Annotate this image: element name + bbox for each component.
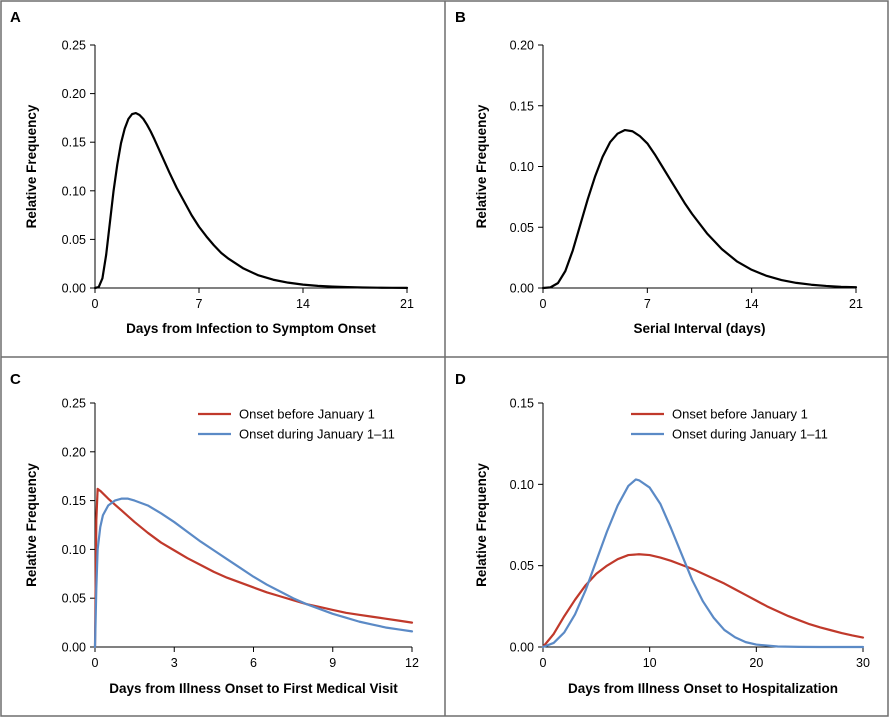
panels: A 0.00 0.05 0.10 0.15 0.20 0.25 0 7 14 21 Days from… xyxy=(10,9,870,696)
series-line-2 xyxy=(541,478,865,649)
panel-letter: B xyxy=(455,9,466,26)
y-tick-label: 0.20 xyxy=(510,39,534,53)
panel-letter: A xyxy=(10,9,21,26)
series-line-1 xyxy=(93,487,414,649)
y-tick-label: 0.10 xyxy=(510,478,534,492)
legend-label: Onset during January 1–11 xyxy=(239,427,395,442)
y-axis-title: Relative Frequency xyxy=(24,463,39,587)
y-tick-label: 0.00 xyxy=(510,282,534,296)
y-tick-label: 0.00 xyxy=(62,282,86,296)
y-tick-label: 0.25 xyxy=(62,397,86,411)
y-tick-label: 0.05 xyxy=(62,592,86,606)
x-axis-title: Days from Infection to Symptom Onset xyxy=(126,321,376,336)
x-tick-label: 3 xyxy=(171,656,178,670)
panel-letter: C xyxy=(10,371,21,388)
series-line-2 xyxy=(93,497,414,649)
x-tick-label: 7 xyxy=(196,297,203,311)
y-tick-label: 0.00 xyxy=(62,641,86,655)
chart-panel-a: A 0.00 0.05 0.10 0.15 0.20 0.25 0 7 14 21 Days from… xyxy=(10,9,414,336)
x-tick-label: 14 xyxy=(296,297,310,311)
legend-label: Onset during January 1–11 xyxy=(672,427,828,442)
y-tick-label: 0.10 xyxy=(510,160,534,174)
y-tick-label: 0.05 xyxy=(62,233,86,247)
x-axis-title: Serial Interval (days) xyxy=(633,321,765,336)
x-tick-label: 12 xyxy=(405,656,419,670)
y-tick-label: 0.05 xyxy=(510,221,534,235)
chart-panel-b: B 0.00 0.05 0.10 0.15 0.20 0 7 14 21 Serial Interv… xyxy=(455,9,863,336)
x-axis-title: Days from Illness Onset to Hospitalizati… xyxy=(568,681,838,696)
y-axis-title: Relative Frequency xyxy=(474,104,489,228)
legend-label: Onset before January 1 xyxy=(672,407,808,422)
y-tick-label: 0.10 xyxy=(62,184,86,198)
x-axis-title: Days from Illness Onset to First Medical… xyxy=(109,681,398,696)
y-tick-label: 0.20 xyxy=(62,445,86,459)
series-line-1 xyxy=(93,111,409,290)
x-tick-label: 6 xyxy=(250,656,257,670)
legend: Onset before January 1 Onset during Janua… xyxy=(198,407,395,442)
y-tick-label: 0.15 xyxy=(62,136,86,150)
panel-letter: D xyxy=(455,371,466,388)
x-tick-label: 0 xyxy=(540,297,547,311)
x-tick-label: 21 xyxy=(400,297,414,311)
y-tick-label: 0.10 xyxy=(62,543,86,557)
x-tick-label: 14 xyxy=(745,297,759,311)
y-tick-label: 0.15 xyxy=(62,494,86,508)
y-tick-label: 0.20 xyxy=(62,87,86,101)
x-tick-label: 0 xyxy=(540,656,547,670)
y-tick-label: 0.25 xyxy=(62,39,86,53)
chart-panel-d: D 0.00 0.05 0.10 0.15 0 10 20 30 Days from Illnes… xyxy=(455,371,870,696)
x-tick-label: 21 xyxy=(849,297,863,311)
y-tick-label: 0.05 xyxy=(510,559,534,573)
series-line-1 xyxy=(541,128,858,290)
chart-panel-c: C 0.00 0.05 0.10 0.15 0.20 0.25 0 3 6 9 12 Days from… xyxy=(10,371,419,696)
x-tick-label: 9 xyxy=(329,656,336,670)
x-tick-label: 10 xyxy=(643,656,657,670)
x-tick-label: 30 xyxy=(856,656,870,670)
x-tick-label: 0 xyxy=(92,656,99,670)
y-axis-title: Relative Frequency xyxy=(24,104,39,228)
y-tick-label: 0.15 xyxy=(510,397,534,411)
x-tick-label: 20 xyxy=(749,656,763,670)
y-tick-label: 0.15 xyxy=(510,99,534,113)
series-line-1 xyxy=(541,553,865,649)
x-tick-label: 0 xyxy=(92,297,99,311)
legend-label: Onset before January 1 xyxy=(239,407,375,422)
y-tick-label: 0.00 xyxy=(510,641,534,655)
legend: Onset before January 1 Onset during Janua… xyxy=(631,407,828,442)
x-tick-label: 7 xyxy=(644,297,651,311)
y-axis-title: Relative Frequency xyxy=(474,463,489,587)
